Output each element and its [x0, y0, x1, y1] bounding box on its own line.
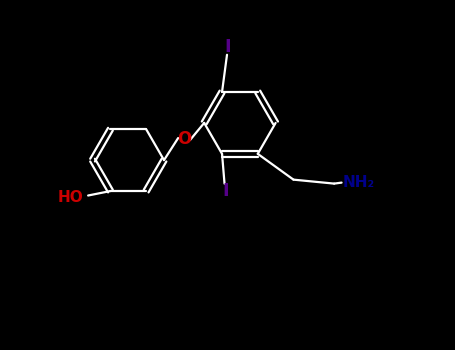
Text: O: O	[177, 130, 191, 148]
Text: NH₂: NH₂	[343, 175, 375, 190]
Text: I: I	[222, 182, 229, 200]
Text: HO: HO	[57, 189, 83, 204]
Text: I: I	[225, 38, 231, 56]
